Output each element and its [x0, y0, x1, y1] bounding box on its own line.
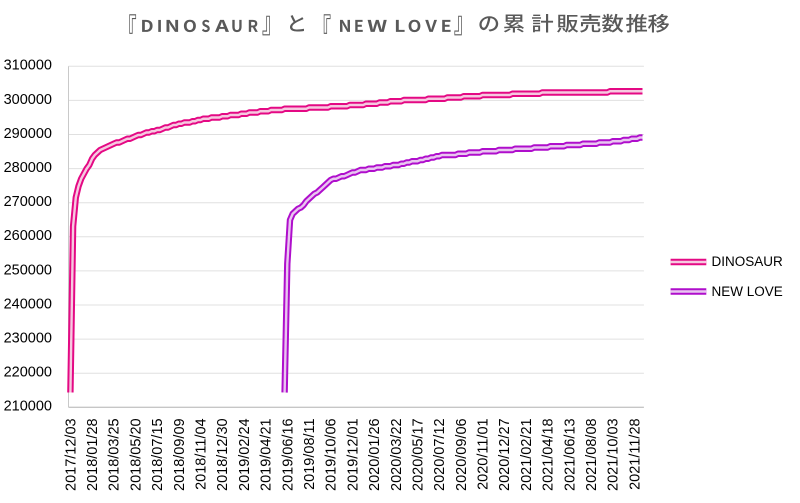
svg-text:2021/08/08: 2021/08/08 [584, 418, 600, 491]
svg-text:2021/10/03: 2021/10/03 [606, 418, 622, 491]
svg-text:2018/01/28: 2018/01/28 [85, 418, 101, 491]
svg-text:240000: 240000 [4, 296, 52, 312]
svg-text:270000: 270000 [4, 194, 52, 210]
svg-text:2018/11/04: 2018/11/04 [194, 418, 210, 490]
svg-text:2019/02/24: 2019/02/24 [237, 418, 253, 491]
svg-text:220000: 220000 [4, 365, 52, 381]
svg-text:2020/09/06: 2020/09/06 [454, 418, 470, 491]
svg-text:2019/10/06: 2019/10/06 [324, 418, 340, 491]
svg-text:290000: 290000 [4, 126, 52, 142]
svg-text:230000: 230000 [4, 331, 52, 347]
svg-text:310000: 310000 [4, 58, 52, 74]
svg-text:210000: 210000 [4, 399, 52, 415]
svg-text:2018/07/15: 2018/07/15 [150, 418, 166, 491]
svg-text:2021/11/28: 2021/11/28 [627, 418, 643, 490]
svg-text:2018/09/09: 2018/09/09 [172, 418, 188, 491]
svg-text:300000: 300000 [4, 92, 52, 108]
svg-text:2021/04/18: 2021/04/18 [541, 418, 557, 491]
svg-text:2020/01/26: 2020/01/26 [367, 418, 383, 491]
svg-text:2020/03/22: 2020/03/22 [389, 418, 405, 491]
svg-text:2017/12/03: 2017/12/03 [63, 418, 79, 491]
svg-text:2019/04/21: 2019/04/21 [259, 418, 275, 491]
svg-text:2020/11/01: 2020/11/01 [476, 418, 492, 490]
svg-text:DINOSAUR: DINOSAUR [712, 254, 784, 269]
svg-text:2018/03/25: 2018/03/25 [107, 418, 123, 491]
svg-text:2018/05/20: 2018/05/20 [128, 418, 144, 491]
svg-text:250000: 250000 [4, 262, 52, 278]
svg-text:NEW LOVE: NEW LOVE [712, 284, 783, 299]
svg-text:2019/06/16: 2019/06/16 [280, 418, 296, 491]
svg-text:2019/12/01: 2019/12/01 [345, 418, 361, 491]
svg-text:2020/12/27: 2020/12/27 [497, 418, 513, 491]
svg-text:260000: 260000 [4, 228, 52, 244]
svg-text:280000: 280000 [4, 160, 52, 176]
svg-text:2019/08/11: 2019/08/11 [302, 418, 318, 490]
svg-text:2021/02/21: 2021/02/21 [519, 418, 535, 491]
svg-text:2020/05/17: 2020/05/17 [411, 418, 427, 491]
svg-text:2018/12/30: 2018/12/30 [215, 418, 231, 491]
svg-text:2021/06/13: 2021/06/13 [562, 418, 578, 491]
svg-text:2020/07/12: 2020/07/12 [432, 418, 448, 491]
